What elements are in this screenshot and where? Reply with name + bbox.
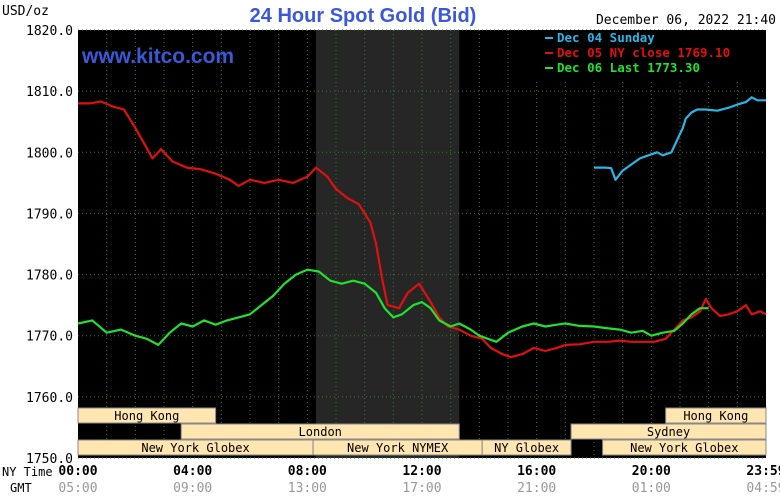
timestamp: December 06, 2022 21:40 [596,13,776,28]
x-tick-label-ny: 00:00 [58,464,97,479]
session-bar [77,407,217,424]
ny-time-label: NY Time [2,465,53,479]
session-bar [481,439,572,456]
session-label: New York NYMEX [347,441,449,455]
session-bar [665,407,767,424]
x-tick-label-ny: 20:00 [632,464,671,479]
gmt-label: GMT [10,481,32,495]
x-tick-label-gmt: 17:00 [402,481,441,496]
series-line [594,96,766,181]
session-bar [570,423,767,440]
market-session-bars: Hong Kong London New York Globex New York N… [77,407,767,456]
x-tick-label-ny: 08:00 [288,464,327,479]
session-label: Hong Kong [114,409,179,423]
y-tick-label: 1810.0 [26,85,73,100]
y-tick-label: 1820.0 [26,24,73,39]
legend-entry: Dec 04 Sunday [557,30,655,45]
y-tick-label: 1760.0 [26,391,73,406]
y-tick-label: 1790.0 [26,207,73,222]
watermark: www.kitco.com [81,45,234,68]
y-axis-ticks: 1820.0 1810.0 1800.0 1790.0 1780.0 1770.0 1760… [26,24,73,467]
y-tick-label: 1750.0 [26,452,73,467]
x-tick-label-ny: 23:59 [746,464,780,479]
session-bar [602,439,767,456]
x-tick-label-gmt: 04:59 [746,481,780,496]
grid-lines [78,29,766,459]
session-label: Sydney [647,425,690,439]
session-label: New York Globex [141,441,249,455]
x-axis-ticks: 00:00 04:00 08:00 12:00 16:00 20:00 23:59 05:00… [58,464,780,496]
series-lines [77,96,767,359]
y-tick-label: 1800.0 [26,146,73,161]
session-bar [180,423,460,440]
x-tick-label-gmt: 01:00 [632,481,671,496]
legend-box [534,30,766,80]
series-line [77,268,709,346]
session-label: New York Globex [630,441,738,455]
session-label: London [299,425,342,439]
series-line [78,100,767,359]
session-label: NY Globex [494,441,559,455]
x-tick-label-gmt: 05:00 [58,481,97,496]
legend-entry: Dec 06 Last 1773.30 [557,60,700,75]
y-axis-label: USD/oz [2,4,49,19]
x-tick-label-gmt: 09:00 [173,481,212,496]
legend-entry: Dec 05 NY close 1769.10 [557,45,730,60]
x-tick-label-gmt: 13:00 [288,481,327,496]
session-label: Hong Kong [683,409,748,423]
y-tick-label: 1780.0 [26,269,73,284]
x-tick-label-ny: 04:00 [173,464,212,479]
x-tick-label-ny: 16:00 [517,464,556,479]
chart-title: 24 Hour Spot Gold (Bid) [250,5,477,27]
x-tick-label-ny: 12:00 [402,464,441,479]
x-tick-label-gmt: 21:00 [517,481,556,496]
y-tick-label: 1770.0 [26,330,73,345]
shaded-session-region [315,30,460,458]
